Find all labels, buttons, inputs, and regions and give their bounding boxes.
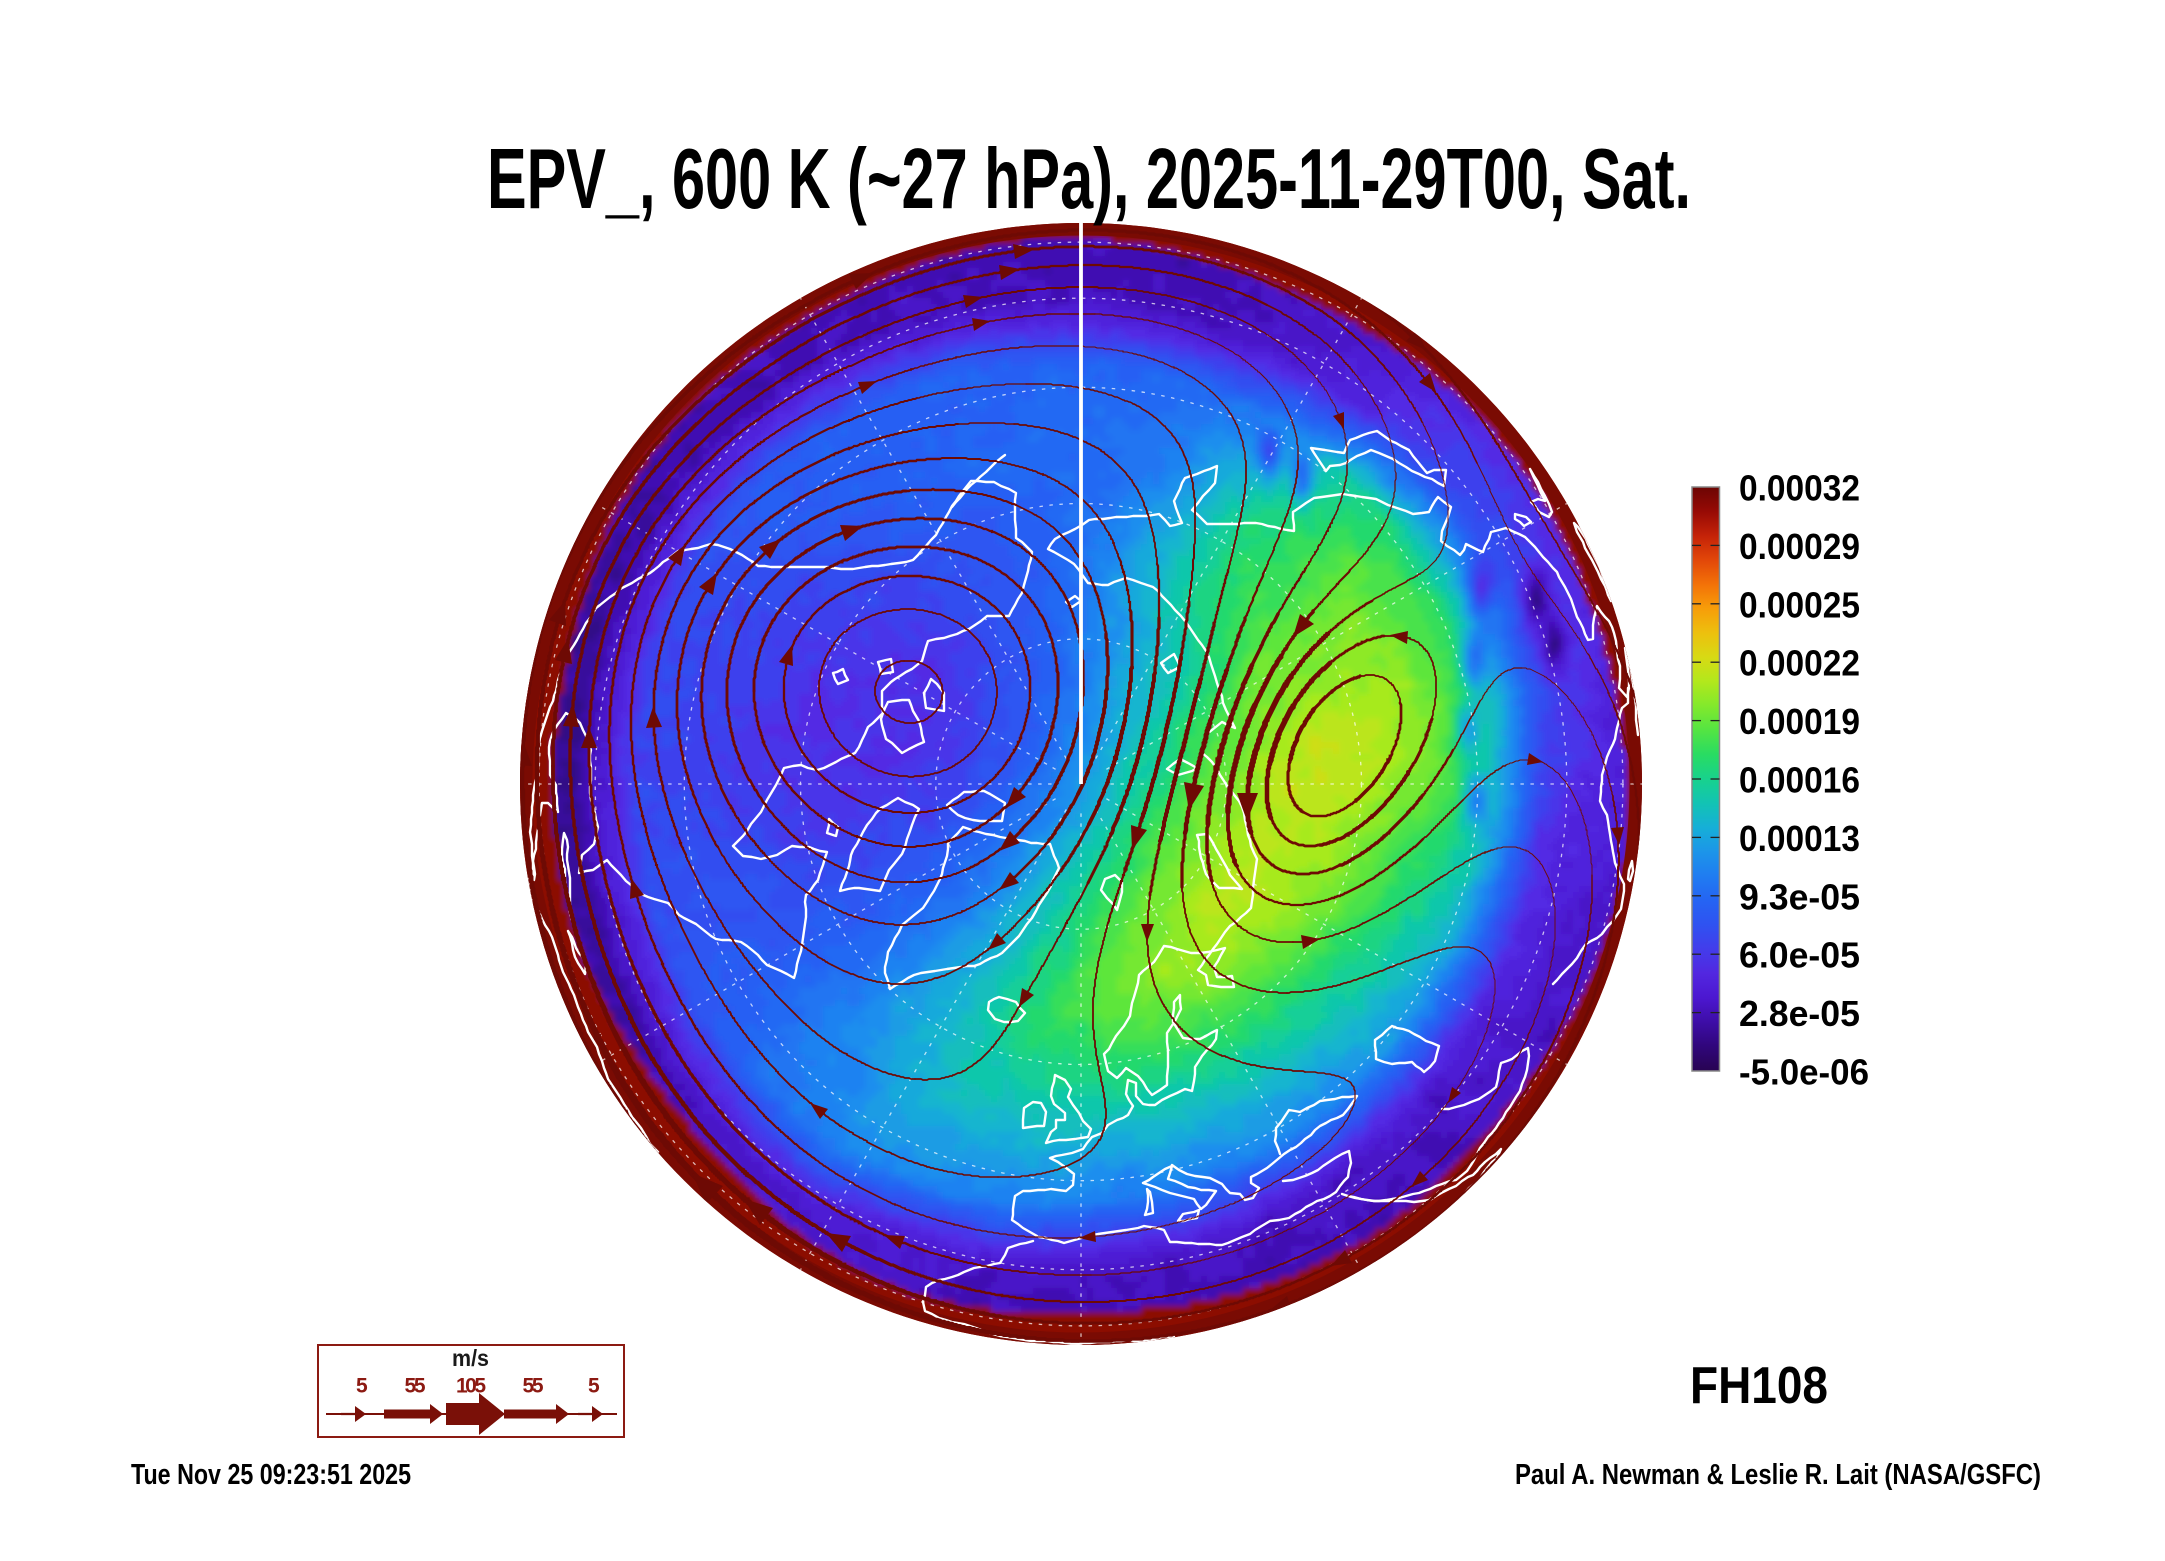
svg-text:0.00019: 0.00019 bbox=[1739, 701, 1860, 742]
svg-text:Paul A. Newman & Leslie R. Lai: Paul A. Newman & Leslie R. Lait (NASA/GS… bbox=[1515, 1459, 2041, 1491]
svg-text:FH108: FH108 bbox=[1690, 1357, 1828, 1415]
svg-text:6.0e-05: 6.0e-05 bbox=[1739, 935, 1860, 976]
svg-text:5: 5 bbox=[356, 1375, 368, 1398]
svg-text:Tue Nov 25 09:23:51 2025: Tue Nov 25 09:23:51 2025 bbox=[131, 1459, 411, 1491]
svg-text:55: 55 bbox=[405, 1375, 426, 1398]
svg-text:0.00032: 0.00032 bbox=[1739, 468, 1860, 509]
svg-text:0.00025: 0.00025 bbox=[1739, 584, 1860, 625]
svg-text:105: 105 bbox=[456, 1375, 486, 1398]
svg-text:55: 55 bbox=[523, 1375, 544, 1398]
svg-text:0.00013: 0.00013 bbox=[1739, 818, 1860, 859]
svg-text:9.3e-05: 9.3e-05 bbox=[1739, 876, 1860, 917]
svg-text:-5.0e-06: -5.0e-06 bbox=[1739, 1052, 1869, 1093]
svg-text:2.8e-05: 2.8e-05 bbox=[1739, 993, 1860, 1034]
svg-text:0.00029: 0.00029 bbox=[1739, 526, 1860, 567]
svg-text:EPV_, 600 K (~27 hPa), 2025-11: EPV_, 600 K (~27 hPa), 2025-11-29T00, Sa… bbox=[487, 132, 1691, 227]
svg-text:5: 5 bbox=[588, 1375, 600, 1398]
svg-text:0.00022: 0.00022 bbox=[1739, 643, 1860, 684]
svg-text:0.00016: 0.00016 bbox=[1739, 760, 1860, 801]
svg-text:m/s: m/s bbox=[452, 1345, 489, 1371]
